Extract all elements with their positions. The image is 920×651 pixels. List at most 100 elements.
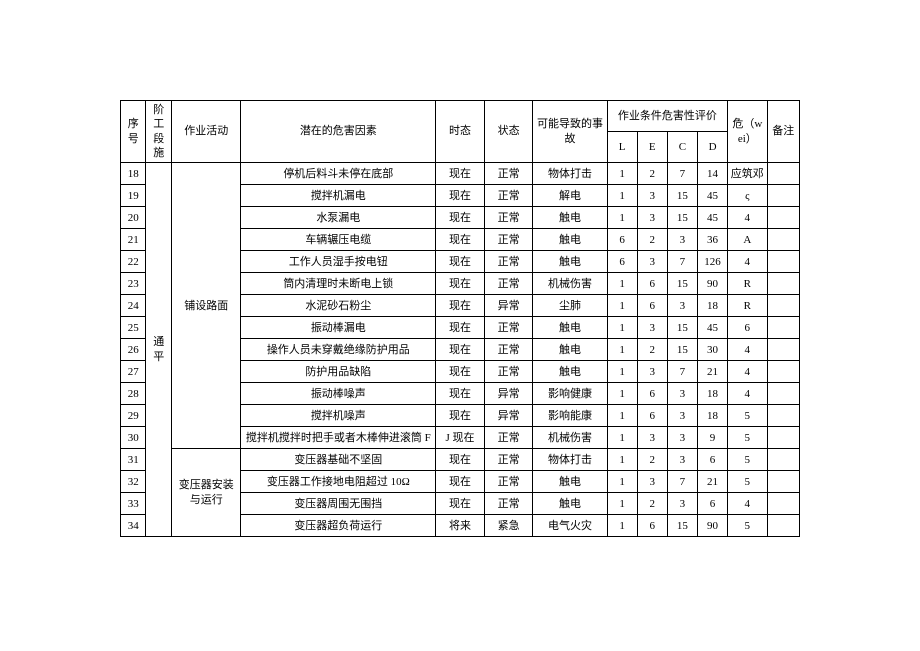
header-conseq: 可能导致的事故: [533, 101, 607, 163]
cell-hazard: 搅拌机搅拌时把手或者木棒伸进滚筒 F: [241, 427, 436, 449]
cell-state: 正常: [484, 229, 533, 251]
cell-wei: 4: [728, 361, 767, 383]
cell-l: 1: [607, 163, 637, 185]
cell-c: 3: [667, 383, 697, 405]
cell-c: 3: [667, 229, 697, 251]
cell-state: 正常: [484, 185, 533, 207]
cell-conseq: 物体打击: [533, 163, 607, 185]
header-c: C: [667, 132, 697, 163]
cell-hazard: 车辆辗压电缆: [241, 229, 436, 251]
cell-tense: 现在: [436, 295, 485, 317]
cell-state: 紧急: [484, 515, 533, 537]
cell-wei: 4: [728, 251, 767, 273]
cell-remark: [767, 493, 800, 515]
cell-state: 正常: [484, 317, 533, 339]
cell-e: 3: [637, 471, 667, 493]
cell-remark: [767, 471, 800, 493]
cell-seq: 21: [121, 229, 146, 251]
cell-e: 2: [637, 449, 667, 471]
cell-d: 18: [697, 295, 727, 317]
cell-c: 15: [667, 185, 697, 207]
cell-seq: 30: [121, 427, 146, 449]
cell-seq: 19: [121, 185, 146, 207]
cell-conseq: 尘肺: [533, 295, 607, 317]
cell-tense: 将来: [436, 515, 485, 537]
header-remark: 备注: [767, 101, 800, 163]
cell-state: 正常: [484, 361, 533, 383]
cell-e: 6: [637, 273, 667, 295]
cell-e: 3: [637, 361, 667, 383]
cell-c: 3: [667, 493, 697, 515]
header-l: L: [607, 132, 637, 163]
cell-wei: 5: [728, 405, 767, 427]
cell-hazard: 变压器工作接地电阻超过 10Ω: [241, 471, 436, 493]
cell-conseq: 触电: [533, 361, 607, 383]
cell-wei: 5: [728, 515, 767, 537]
cell-tense: 现在: [436, 317, 485, 339]
cell-hazard: 水泥砂石粉尘: [241, 295, 436, 317]
cell-l: 1: [607, 185, 637, 207]
cell-hazard: 操作人员未穿戴绝缘防护用品: [241, 339, 436, 361]
cell-l: 1: [607, 317, 637, 339]
cell-d: 6: [697, 493, 727, 515]
cell-e: 6: [637, 405, 667, 427]
cell-conseq: 触电: [533, 339, 607, 361]
cell-wei: 4: [728, 339, 767, 361]
cell-tense: 现在: [436, 471, 485, 493]
cell-e: 3: [637, 207, 667, 229]
cell-d: 45: [697, 185, 727, 207]
cell-hazard: 筒内清理时未断电上锁: [241, 273, 436, 295]
cell-state: 异常: [484, 405, 533, 427]
cell-seq: 24: [121, 295, 146, 317]
cell-l: 6: [607, 229, 637, 251]
cell-d: 14: [697, 163, 727, 185]
cell-conseq: 触电: [533, 251, 607, 273]
header-eval: 作业条件危害性评价: [607, 101, 728, 132]
cell-conseq: 触电: [533, 493, 607, 515]
cell-tense: 现在: [436, 185, 485, 207]
cell-d: 45: [697, 317, 727, 339]
cell-e: 3: [637, 427, 667, 449]
cell-remark: [767, 405, 800, 427]
cell-e: 3: [637, 317, 667, 339]
cell-seq: 23: [121, 273, 146, 295]
cell-state: 正常: [484, 493, 533, 515]
cell-l: 1: [607, 405, 637, 427]
cell-tense: 现在: [436, 163, 485, 185]
cell-e: 6: [637, 515, 667, 537]
header-stage: 阶工段施: [146, 101, 171, 163]
cell-hazard: 变压器周围无围挡: [241, 493, 436, 515]
header-state: 状态: [484, 101, 533, 163]
cell-remark: [767, 361, 800, 383]
cell-seq: 25: [121, 317, 146, 339]
cell-c: 3: [667, 295, 697, 317]
cell-seq: 20: [121, 207, 146, 229]
cell-l: 1: [607, 383, 637, 405]
cell-conseq: 触电: [533, 471, 607, 493]
table-row: 18 通 平 铺设路面 停机后料斗未停在底部 现在 正常 物体打击 1 2 7 …: [121, 163, 800, 185]
cell-c: 3: [667, 449, 697, 471]
cell-stage: 通 平: [146, 163, 171, 537]
cell-e: 2: [637, 229, 667, 251]
cell-remark: [767, 207, 800, 229]
cell-c: 3: [667, 427, 697, 449]
cell-tense: 现在: [436, 405, 485, 427]
cell-tense: 现在: [436, 207, 485, 229]
cell-tense: 现在: [436, 493, 485, 515]
cell-c: 7: [667, 471, 697, 493]
cell-hazard: 工作人员湿手按电钮: [241, 251, 436, 273]
cell-c: 3: [667, 405, 697, 427]
table-header: 序号 阶工段施 作业活动 潜在的危害因素 时态 状态 可能导致的事故 作业条件危…: [121, 101, 800, 163]
cell-wei: A: [728, 229, 767, 251]
header-hazard: 潜在的危害因素: [241, 101, 436, 163]
cell-l: 1: [607, 471, 637, 493]
cell-tense: 现在: [436, 361, 485, 383]
header-d: D: [697, 132, 727, 163]
cell-seq: 28: [121, 383, 146, 405]
cell-remark: [767, 515, 800, 537]
cell-seq: 29: [121, 405, 146, 427]
cell-e: 2: [637, 163, 667, 185]
cell-c: 15: [667, 515, 697, 537]
cell-state: 正常: [484, 427, 533, 449]
cell-l: 1: [607, 207, 637, 229]
